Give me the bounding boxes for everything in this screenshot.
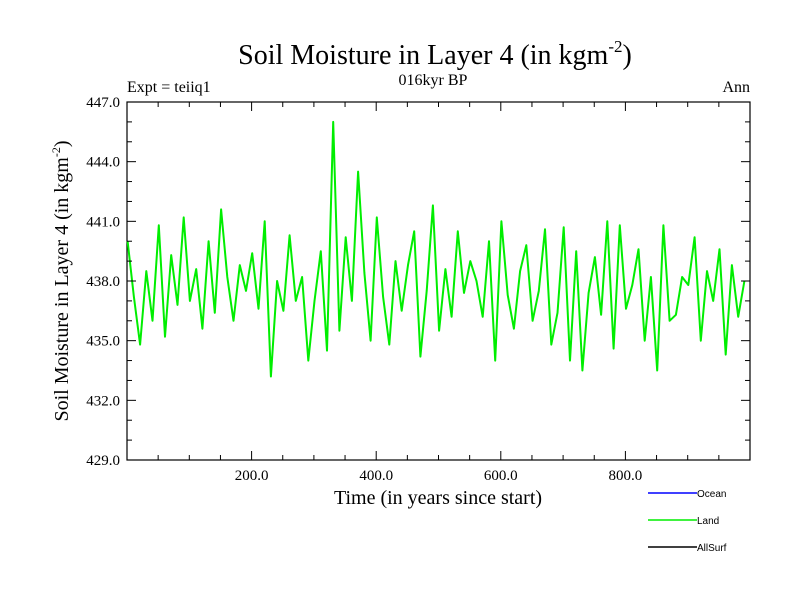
season-label: Ann xyxy=(722,79,750,96)
y-axis-label: Soil Moisture in Layer 4 (in kgm-2) xyxy=(49,140,73,421)
chart-subtitle: 016kyr BP xyxy=(399,72,468,89)
x-axis-label: Time (in years since start) xyxy=(334,487,542,509)
y-tick-label: 429.0 xyxy=(86,453,120,469)
y-tick-label: 447.0 xyxy=(86,95,120,111)
legend-label-ocean: Ocean xyxy=(697,489,726,500)
x-tick-label: 600.0 xyxy=(484,468,518,484)
chart-title: Soil Moisture in Layer 4 (in kgm-2) xyxy=(238,37,632,71)
chart-title-tail: ) xyxy=(623,40,632,71)
y-tick-label: 444.0 xyxy=(86,155,120,171)
x-tick-label: 200.0 xyxy=(235,468,269,484)
series-line-land xyxy=(126,120,746,378)
y-axis-label-tail: ) xyxy=(51,140,73,147)
x-tick-label: 400.0 xyxy=(359,468,393,484)
chart-title-superscript: -2 xyxy=(608,37,622,56)
legend-label-allsurf: AllSurf xyxy=(697,543,727,554)
plot-frame xyxy=(126,101,751,461)
x-tick-label: 800.0 xyxy=(609,468,643,484)
x-axis: 200.0 400.0 600.0 800.0 xyxy=(157,102,720,484)
legend-label-land: Land xyxy=(697,516,719,527)
y-tick-label: 435.0 xyxy=(86,334,120,350)
y-tick-label: 432.0 xyxy=(86,393,120,409)
experiment-label: Expt = teiiq1 xyxy=(127,79,211,96)
y-axis-label-superscript: -2 xyxy=(49,147,63,157)
y-axis: 429.0 432.0 435.0 438.0 441.0 444.0 447.0 xyxy=(86,95,750,469)
y-tick-label: 438.0 xyxy=(86,274,120,290)
y-tick-label: 441.0 xyxy=(86,214,120,230)
legend: Ocean Land AllSurf xyxy=(648,489,727,554)
